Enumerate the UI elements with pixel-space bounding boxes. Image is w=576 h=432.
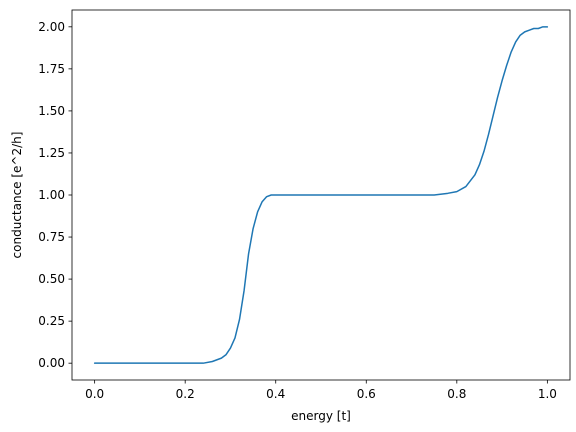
x-tick-label: 0.6: [357, 387, 376, 401]
y-axis-ticks: 0.00 0.25 0.50 0.75 1.00 1.25 1.50 1.75 2.00: [38, 20, 72, 370]
x-tick-label: 0.0: [85, 387, 104, 401]
x-tick-label: 1.0: [538, 387, 557, 401]
x-axis-label: energy [t]: [291, 409, 351, 423]
y-tick-label: 1.50: [38, 104, 65, 118]
y-axis-label: conductance [e^2/h]: [10, 132, 24, 259]
x-axis-ticks: 0.0 0.2 0.4 0.6 0.8 1.0: [85, 380, 557, 401]
x-tick-label: 0.4: [266, 387, 285, 401]
x-tick-label: 0.2: [176, 387, 195, 401]
y-tick-label: 0.25: [38, 314, 65, 328]
y-tick-label: 1.25: [38, 146, 65, 160]
y-tick-label: 0.00: [38, 356, 65, 370]
y-tick-label: 2.00: [38, 20, 65, 34]
x-tick-label: 0.8: [447, 387, 466, 401]
y-tick-label: 0.75: [38, 230, 65, 244]
y-tick-label: 1.75: [38, 62, 65, 76]
series-line-0: [93, 26, 549, 364]
y-tick-label: 0.50: [38, 272, 65, 286]
series-layer: [93, 26, 549, 364]
y-tick-label: 1.00: [38, 188, 65, 202]
